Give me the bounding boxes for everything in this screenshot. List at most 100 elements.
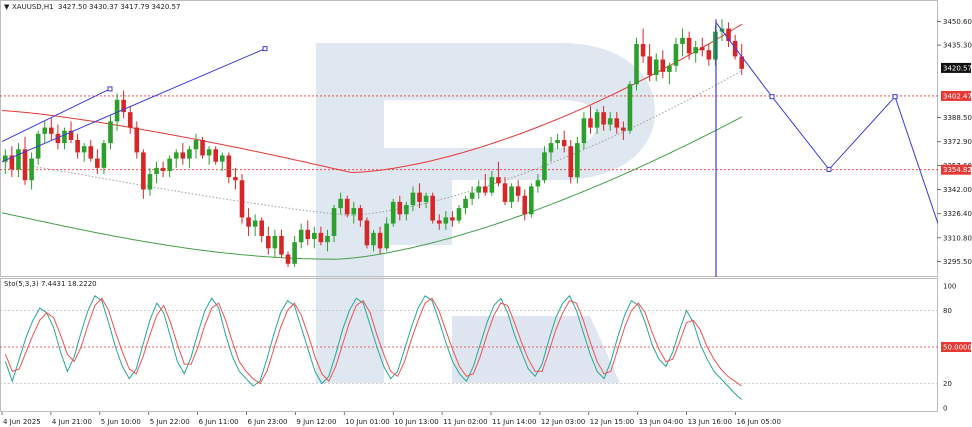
candle-body [404, 205, 409, 215]
candle-body [252, 220, 258, 227]
stochastic-y-label: 0 [943, 405, 947, 413]
candle-body [667, 65, 672, 72]
x-tick-label: 11 Jun 02:00 [443, 418, 487, 426]
candle-body [200, 140, 205, 156]
candle-body [548, 143, 554, 153]
candle-body [732, 40, 738, 57]
y-tick-label: 3388.50 [943, 114, 972, 122]
candle-body [430, 195, 435, 221]
candle-body [699, 47, 705, 51]
chart-header-ohlc: 3427.50 3430.37 3417.79 3420.57 [58, 3, 180, 11]
candle-body [351, 208, 357, 215]
main-panel-frame [0, 0, 938, 277]
candle-body [141, 152, 146, 190]
candle-body [298, 229, 304, 243]
candle-body [561, 140, 567, 147]
candle-body [292, 242, 297, 264]
candle-body [634, 44, 639, 85]
candle-body [489, 177, 495, 193]
candle-body [456, 208, 462, 221]
candle-body [423, 195, 429, 202]
level-price-label: 3354.82 [943, 166, 972, 174]
trendline-handle[interactable] [262, 46, 268, 52]
x-tick-label: 10 Jun 01:00 [345, 418, 389, 426]
candle-body [607, 118, 613, 125]
sub-panel-frame [0, 278, 938, 412]
candle-body [575, 143, 580, 178]
stochastic-y-label: 50.0000 [943, 344, 972, 352]
candle-body [344, 198, 350, 215]
candle-body [364, 220, 370, 246]
x-tick-label: 13 Jun 16:00 [688, 418, 732, 426]
x-tick-label: 13 Jun 04:00 [639, 418, 683, 426]
level-price-label: 3402.47 [943, 92, 972, 100]
candle-body [219, 155, 225, 162]
current-price-tag [941, 62, 971, 73]
x-tick-label: 6 Jun 11:00 [199, 418, 239, 426]
candle-body [397, 201, 403, 215]
stochastic-main-line [4, 294, 742, 400]
candle-body [371, 232, 376, 246]
axes: 3450.60 3435.30 3420.57 3402.47 3388.50 3372.… [1, 18, 972, 426]
candle-body [384, 223, 389, 249]
candle-body [173, 152, 179, 159]
trendline [1, 48, 266, 163]
trendline-handle[interactable] [107, 86, 113, 92]
candle-body [95, 158, 100, 168]
candle-body [660, 59, 666, 72]
candle-body [640, 44, 646, 57]
candle-body [621, 127, 626, 131]
candle-body [318, 232, 324, 243]
candle-body [529, 186, 534, 215]
forecast-point[interactable] [769, 94, 775, 100]
candle-body [147, 174, 153, 190]
candle-body [206, 149, 212, 156]
x-tick-label: 11 Jun 14:00 [492, 418, 536, 426]
candle-body [410, 192, 416, 205]
candle-body [443, 217, 449, 224]
current-price-label: 3420.57 [943, 64, 972, 72]
stochastic-y-label: 100 [943, 283, 956, 291]
candle-body [285, 254, 291, 264]
candle-body [101, 143, 107, 168]
candle-body [331, 208, 337, 236]
candle-body [279, 235, 284, 255]
candle-body [187, 149, 192, 159]
stochastic-y-label: 20 [943, 380, 952, 388]
candle-body [482, 186, 488, 193]
candle-body [476, 186, 482, 193]
ma-red-line [1, 23, 743, 173]
candle-body [213, 149, 218, 162]
x-tick-label: 16 Jun 05:00 [737, 418, 781, 426]
x-tick-label: 5 Jun 22:00 [150, 418, 190, 426]
candle-body [75, 140, 80, 153]
candle-body [68, 130, 74, 140]
chart-header-arrow[interactable]: ▼ [4, 3, 10, 11]
forecast-point[interactable] [826, 166, 832, 172]
watermark-logo [316, 43, 655, 383]
candle-body [614, 118, 620, 128]
main-plot [0, 19, 938, 277]
candle-body [469, 192, 475, 199]
candle-body [22, 149, 28, 181]
candle-body [305, 229, 311, 240]
x-tick-label: 4 Jun 2025 [3, 418, 41, 426]
candle-body [581, 118, 587, 144]
candle-body [601, 112, 606, 125]
candle-body [160, 167, 166, 171]
y-tick-label: 3310.80 [943, 234, 972, 242]
forecast-point[interactable] [892, 94, 898, 100]
stochastic-signal-line [4, 297, 742, 387]
stochastic-plot [0, 294, 938, 400]
candle-body [312, 232, 317, 240]
candle-body [265, 235, 271, 249]
chart-header-symbol: XAUUSD,H1 [12, 3, 54, 11]
candle-body [436, 220, 442, 224]
candle-body [535, 180, 541, 187]
candle-body [693, 47, 698, 54]
stochastic-50-tag [941, 342, 971, 352]
candle-body [42, 127, 48, 134]
x-tick-label: 9 Jun 12:00 [296, 418, 336, 426]
candle-body [515, 186, 521, 196]
